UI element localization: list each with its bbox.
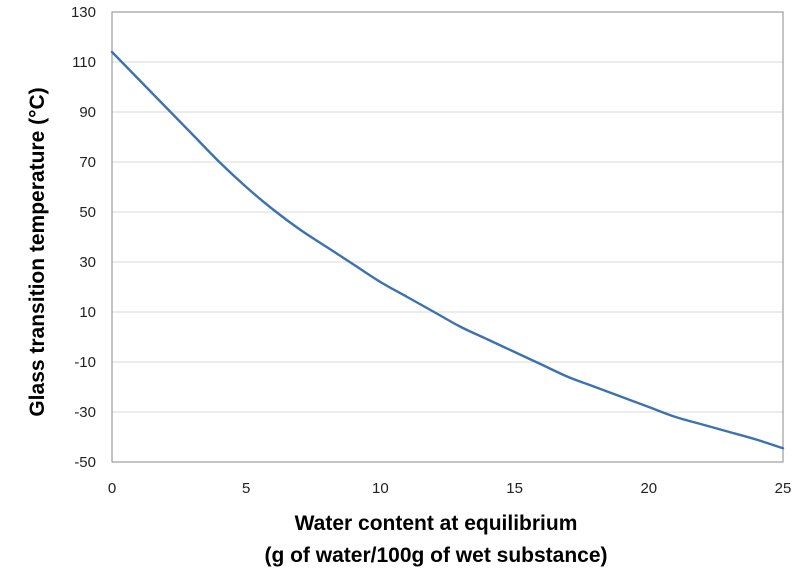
x-axis-title-line1: Water content at equilibrium [295,512,578,535]
gridlines [112,11,783,463]
y-tick-label: 110 [72,54,96,71]
x-tick-label: 0 [108,480,116,497]
y-tick-label: 90 [79,104,96,121]
x-tick-label: 10 [372,480,389,497]
y-tick-label: 50 [79,204,96,221]
x-tick-label: 25 [775,480,792,497]
y-axis-title: Glass transition temperature (°C) [26,87,49,416]
y-tick-label: 130 [71,4,96,21]
x-tick-label: 15 [506,480,523,497]
y-tick-label: 70 [79,154,96,171]
y-tick-label: -50 [74,454,96,471]
series-line [110,50,785,450]
y-tick-labels: 130 110 90 70 50 30 10 -10 -30 -50 [71,4,96,471]
x-tick-label: 20 [640,480,657,497]
plot-area-frame [111,11,784,463]
x-axis-title-line2: (g of water/100g of wet substance) [264,544,607,567]
x-tick-label: 5 [242,480,250,497]
y-tick-label: 10 [79,304,96,321]
x-tick-labels: 0 5 10 15 20 25 [108,480,792,497]
y-tick-label: -30 [74,404,96,421]
y-tick-label: 30 [79,254,96,271]
y-tick-label: -10 [74,354,96,371]
